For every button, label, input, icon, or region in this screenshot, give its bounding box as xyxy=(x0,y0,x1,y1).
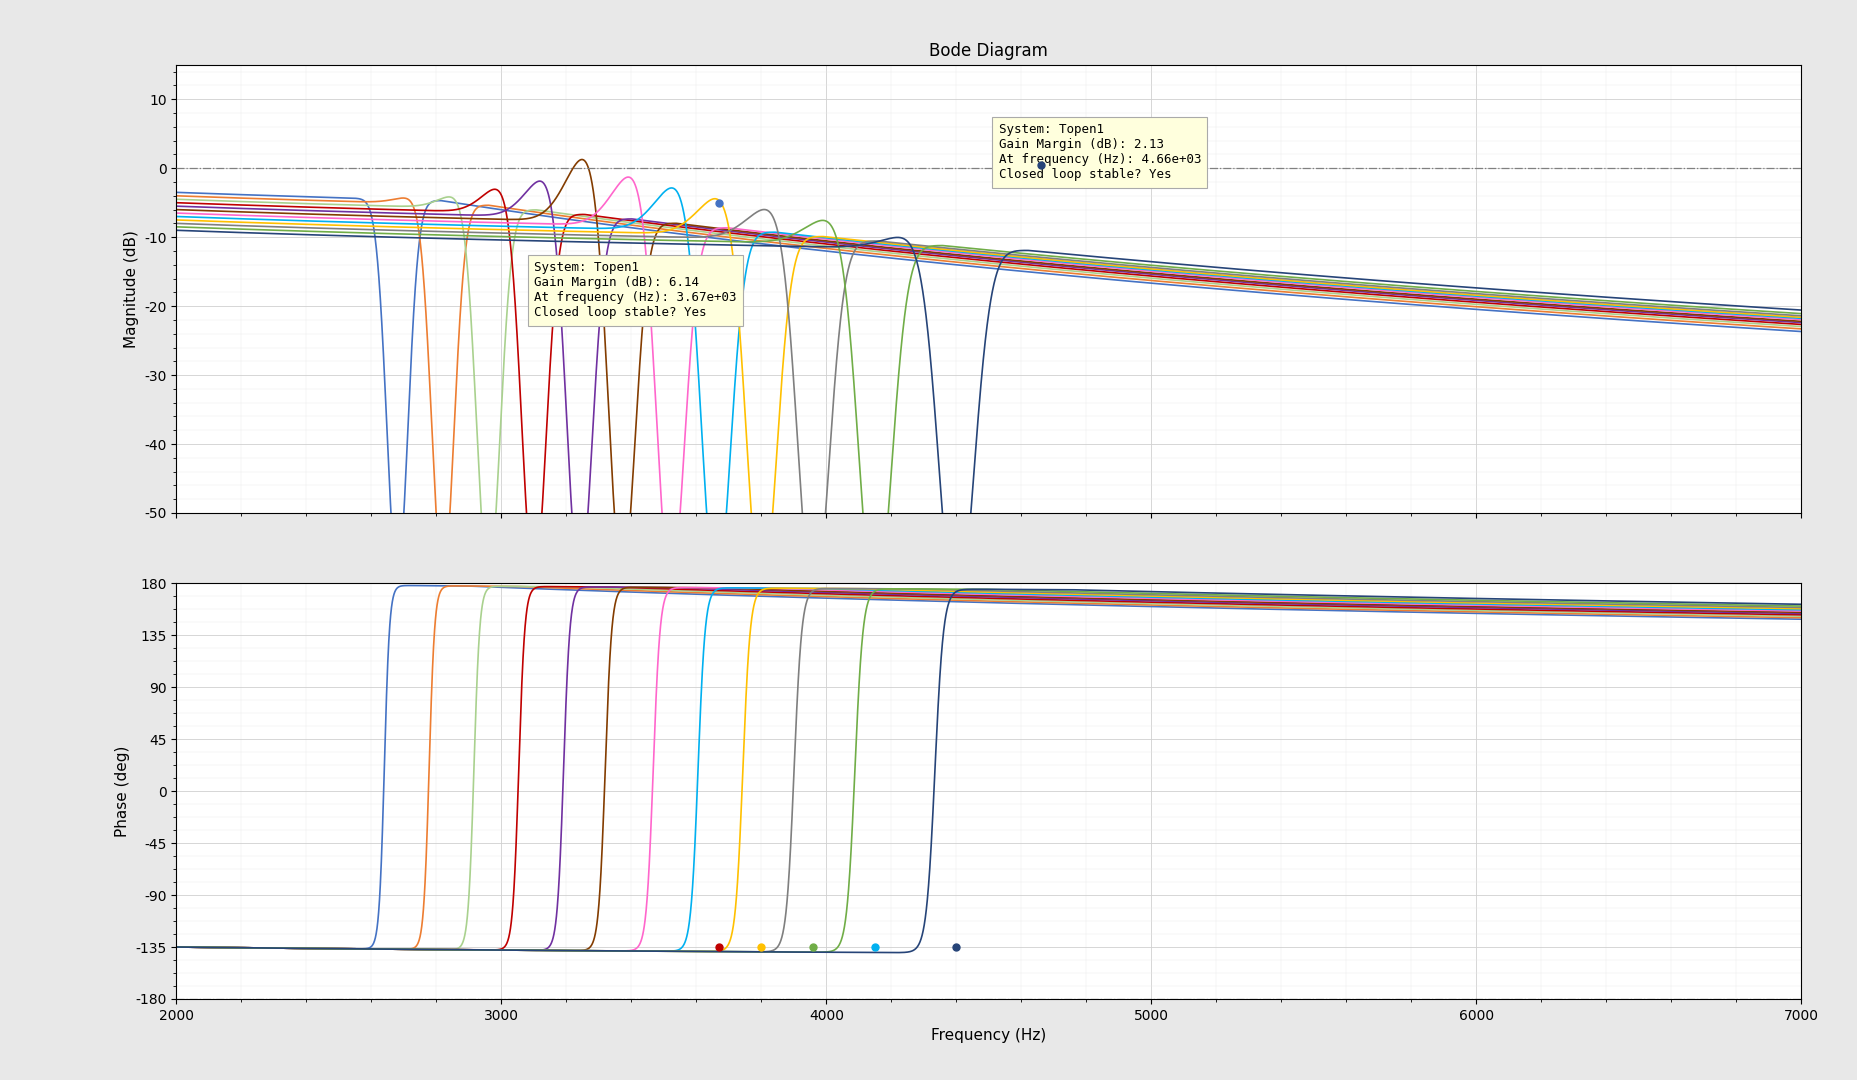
Text: System: Topen1
Gain Margin (dB): 2.13
At frequency (Hz): 4.66e+03
Closed loop st: System: Topen1 Gain Margin (dB): 2.13 At… xyxy=(999,123,1201,181)
Y-axis label: Magnitude (dB): Magnitude (dB) xyxy=(124,230,139,348)
Text: System: Topen1
Gain Margin (dB): 6.14
At frequency (Hz): 3.67e+03
Closed loop st: System: Topen1 Gain Margin (dB): 6.14 At… xyxy=(535,261,737,320)
X-axis label: Frequency (Hz): Frequency (Hz) xyxy=(930,1028,1047,1043)
Y-axis label: Phase (deg): Phase (deg) xyxy=(115,745,130,837)
Title: Bode Diagram: Bode Diagram xyxy=(928,42,1049,60)
